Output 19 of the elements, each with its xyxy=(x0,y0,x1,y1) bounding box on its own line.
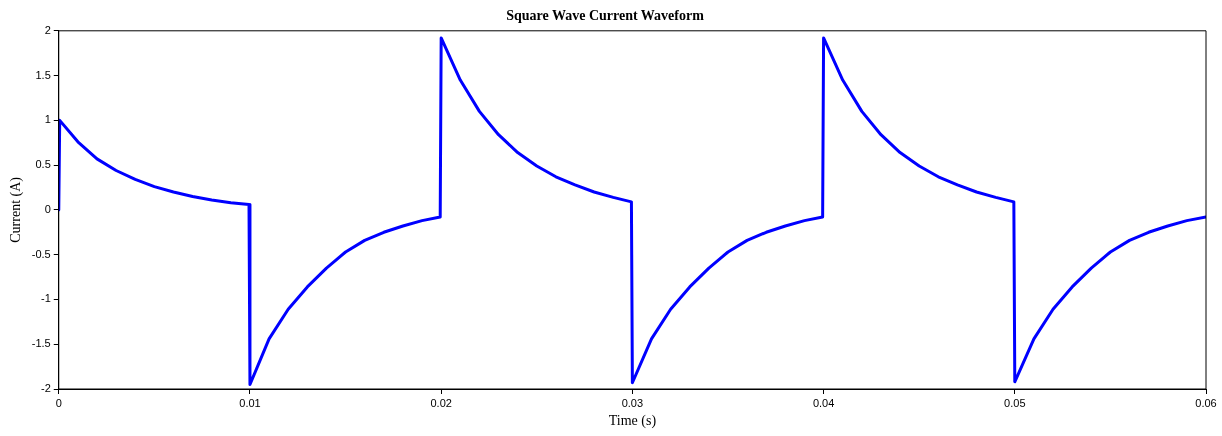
y-tick-label: -1 xyxy=(40,292,51,305)
y-tick-label: -1.5 xyxy=(31,337,51,350)
x-axis-title: Time (s) xyxy=(608,413,657,430)
x-tick-label: 0.01 xyxy=(239,396,261,409)
y-tick-label: -0.5 xyxy=(31,247,51,260)
y-tick-label: 1 xyxy=(44,113,51,126)
y-tick-label: -2 xyxy=(40,382,51,395)
y-tick-label: 0 xyxy=(44,202,51,215)
x-tick-label: 0.06 xyxy=(1195,396,1217,409)
y-tick-label: 2 xyxy=(44,23,51,36)
y-tick-label: 1.5 xyxy=(35,68,51,81)
x-tick-label: 0.02 xyxy=(430,396,452,409)
x-tick-label: 0.05 xyxy=(1004,396,1026,409)
x-tick-label: 0.04 xyxy=(812,396,835,409)
x-tick-label: 0 xyxy=(55,396,62,409)
y-tick-label: 0.5 xyxy=(35,158,51,171)
chart-title: Square Wave Current Waveform xyxy=(506,8,705,24)
y-axis-title: Current (A) xyxy=(8,176,25,243)
x-tick-label: 0.03 xyxy=(621,396,644,409)
